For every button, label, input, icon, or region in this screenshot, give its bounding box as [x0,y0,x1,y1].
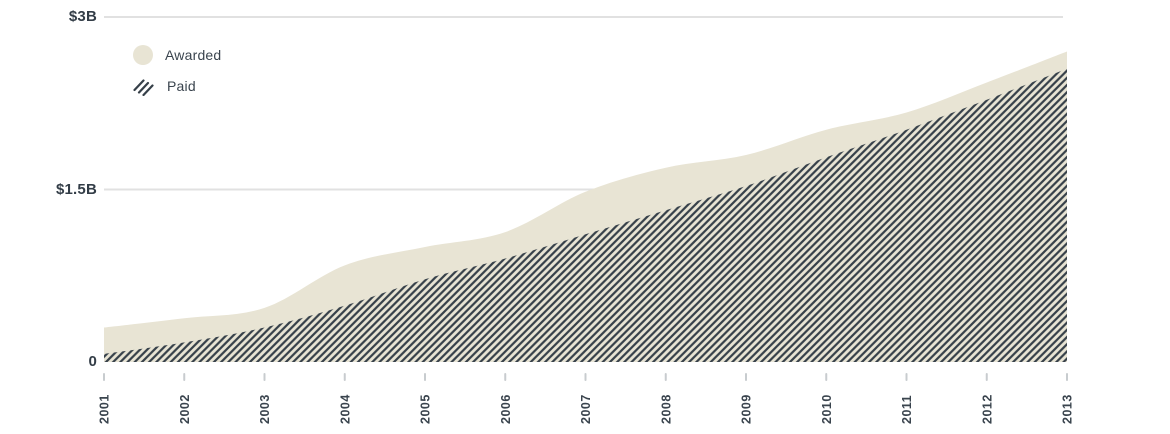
x-axis-label: 2004 [338,394,352,424]
x-axis-label: 2009 [740,394,754,424]
x-axis-label: 2013 [1061,394,1075,424]
x-axis-label: 2005 [419,394,433,424]
x-axis-ticks [103,373,1068,381]
paid-area-series [104,68,1067,363]
paid-hatch-swatch-icon [133,78,154,96]
legend-item-awarded[interactable]: Awarded [133,44,221,66]
x-axis-label: 2007 [579,394,593,424]
legend-label-awarded: Awarded [165,47,222,63]
x-axis-label: 2012 [980,394,994,424]
x-axis-label: 2011 [900,395,914,424]
y-axis-label: $3B [68,8,97,25]
awarded-circle-swatch-icon [133,45,153,65]
x-axis-label: 2002 [178,394,192,424]
x-axis-label: 2008 [659,394,673,424]
x-axis-label: 2006 [499,394,513,424]
legend: Awarded Paid [133,44,221,97]
x-axis-label: 2010 [820,394,834,424]
x-axis-label: 2003 [258,394,272,424]
x-axis-labels: 2001 2002 2003 2004 2005 2006 2007 2008 2009 2010… [98,394,1075,424]
y-axis-label: $1.5B [55,180,97,198]
x-axis-label: 2001 [98,394,112,424]
legend-label-paid: Paid [167,78,196,94]
y-axis-label: 0 [88,353,97,370]
legend-item-paid[interactable]: Paid [133,75,221,97]
